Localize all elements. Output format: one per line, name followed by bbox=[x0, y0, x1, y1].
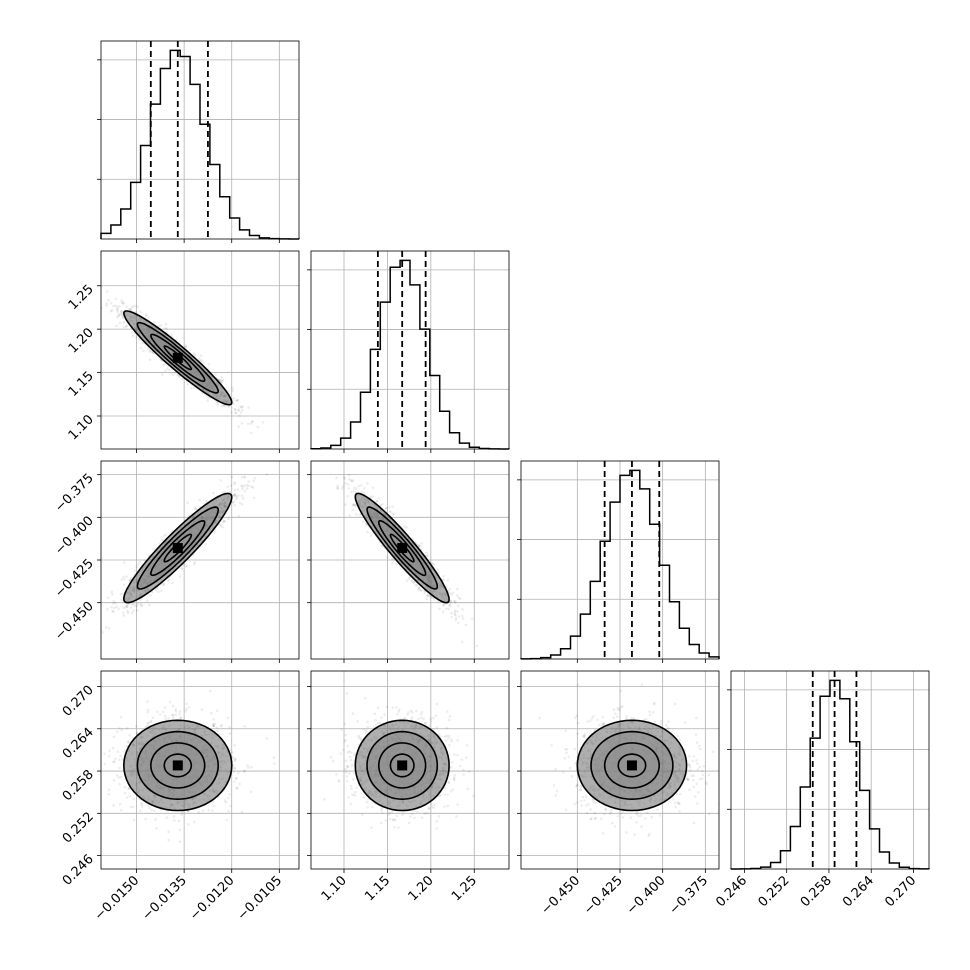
panel-grid bbox=[731, 671, 929, 869]
contour-line bbox=[576, 719, 688, 812]
panel-frame bbox=[520, 460, 720, 660]
contour-line bbox=[590, 730, 674, 801]
contour-line bbox=[122, 492, 233, 604]
contour-line bbox=[603, 742, 661, 789]
x-tick-label: 1.25 bbox=[449, 873, 480, 904]
panel-grid bbox=[311, 461, 509, 659]
contour-line bbox=[136, 506, 220, 590]
contour-line bbox=[163, 533, 193, 563]
x-tick-label: −0.450 bbox=[539, 873, 584, 918]
y-tick-label: 1.25 bbox=[66, 282, 97, 313]
x-tick-label: 0.246 bbox=[713, 873, 750, 910]
x-tick-label: 0.258 bbox=[798, 873, 835, 910]
panel-frame bbox=[310, 460, 510, 660]
y-tick-label: −0.400 bbox=[52, 514, 97, 559]
panel-3-3: 0.246 0.252 0.258 0.264 0.270 bbox=[713, 670, 930, 910]
density-peak bbox=[172, 760, 183, 771]
panel-2-2 bbox=[517, 460, 720, 663]
panel-2-1 bbox=[307, 460, 510, 663]
contour-line bbox=[163, 345, 193, 371]
panel-grid bbox=[101, 461, 299, 659]
x-tick-label: −0.425 bbox=[581, 873, 626, 918]
x-tick-label: 1.10 bbox=[319, 873, 350, 904]
panel-frame bbox=[310, 250, 510, 450]
contour-line bbox=[163, 753, 193, 778]
x-tick-label: 1.15 bbox=[362, 873, 393, 904]
y-tick-label: 1.10 bbox=[66, 412, 97, 443]
panel-frame bbox=[520, 670, 720, 870]
contour-line bbox=[366, 506, 439, 590]
y-tick-label: −0.425 bbox=[52, 556, 97, 601]
histogram-step bbox=[310, 259, 510, 450]
contour-line bbox=[150, 333, 206, 382]
density-peak bbox=[626, 760, 637, 771]
panel-frame bbox=[100, 670, 300, 870]
x-tick-label: 0.270 bbox=[882, 873, 919, 910]
panel-1-1 bbox=[307, 250, 510, 453]
panel-3-0: 0.246 0.252 0.258 0.264 0.270 −0.0150−0.0135−… bbox=[60, 670, 300, 924]
density-peak bbox=[172, 352, 183, 363]
histogram-step bbox=[520, 469, 720, 660]
x-tick-label: −0.0135 bbox=[139, 873, 189, 923]
panel-frame bbox=[100, 250, 300, 450]
y-tick-label: −0.375 bbox=[52, 471, 97, 516]
x-tick-label: 1.20 bbox=[406, 873, 437, 904]
contour-line bbox=[617, 753, 647, 778]
density-peak bbox=[397, 543, 408, 554]
histogram-step bbox=[100, 49, 300, 240]
x-tick-label: −0.0105 bbox=[235, 873, 285, 923]
y-tick-label: 0.264 bbox=[60, 725, 97, 762]
y-tick-label: 0.258 bbox=[60, 767, 97, 804]
y-tick-label: 1.15 bbox=[66, 369, 97, 400]
panel-2-0: −0.450−0.425−0.400−0.375 bbox=[52, 460, 300, 663]
contour-line bbox=[149, 742, 206, 789]
y-tick-label: 0.246 bbox=[60, 852, 97, 889]
panel-3-2: −0.450−0.425−0.400−0.375 bbox=[517, 670, 720, 918]
x-tick-label: −0.400 bbox=[624, 873, 669, 918]
y-tick-label: 0.252 bbox=[60, 810, 97, 847]
x-tick-label: −0.375 bbox=[667, 873, 712, 918]
y-tick-label: 0.270 bbox=[60, 683, 97, 720]
x-tick-label: 0.252 bbox=[756, 873, 793, 910]
panel-grid bbox=[101, 251, 299, 449]
panel-frame bbox=[100, 460, 300, 660]
contour-line bbox=[354, 719, 450, 812]
panel-3-1: 1.10 1.15 1.20 1.25 bbox=[307, 670, 510, 904]
x-tick-label: −0.0120 bbox=[187, 873, 237, 923]
histogram-step bbox=[730, 679, 930, 870]
contour-line bbox=[366, 730, 439, 801]
density-peak bbox=[172, 543, 183, 554]
contour-line bbox=[149, 519, 206, 577]
contour-line bbox=[354, 492, 450, 604]
panel-grid bbox=[311, 251, 509, 449]
contour-line bbox=[122, 719, 233, 812]
contour-line bbox=[123, 310, 233, 406]
panel-frame bbox=[310, 670, 510, 870]
panel-frame bbox=[730, 670, 930, 870]
contour-line bbox=[377, 742, 427, 789]
x-tick-label: −0.0150 bbox=[92, 873, 142, 923]
contour-line bbox=[389, 533, 415, 563]
x-tick-label: 0.264 bbox=[840, 873, 877, 910]
panel-frame bbox=[100, 40, 300, 240]
panel-0-0 bbox=[97, 40, 300, 243]
contour-line bbox=[136, 730, 220, 801]
contour-line bbox=[378, 520, 427, 577]
panel-1-0: 1.10 1.15 1.20 1.25 bbox=[66, 250, 300, 453]
contour-line bbox=[389, 753, 415, 778]
density-peak bbox=[397, 760, 408, 771]
contour-line bbox=[136, 321, 219, 394]
y-tick-label: 1.20 bbox=[66, 325, 97, 356]
y-tick-label: −0.450 bbox=[52, 599, 97, 644]
